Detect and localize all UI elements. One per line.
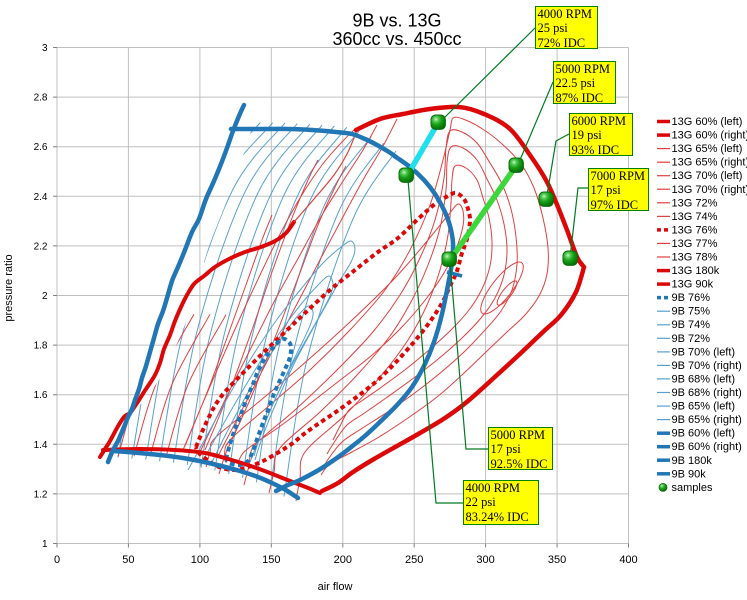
svg-text:9B 76%: 9B 76%: [672, 292, 711, 304]
svg-text:13G 65% (left): 13G 65% (left): [672, 143, 743, 155]
svg-text:9B 68% (left): 9B 68% (left): [672, 373, 736, 385]
svg-text:9B 68% (right): 9B 68% (right): [672, 387, 742, 399]
svg-text:13G 76%: 13G 76%: [672, 224, 718, 236]
svg-text:9B 180k: 9B 180k: [672, 455, 713, 467]
svg-text:13G 74%: 13G 74%: [672, 211, 718, 223]
svg-text:2.8: 2.8: [34, 93, 48, 104]
svg-text:360cc vs. 450cc: 360cc vs. 450cc: [332, 29, 461, 49]
svg-text:2: 2: [42, 291, 48, 302]
svg-text:13G 70% (right): 13G 70% (right): [672, 184, 747, 196]
svg-text:1.2: 1.2: [34, 489, 48, 500]
svg-text:13G 78%: 13G 78%: [672, 252, 718, 264]
svg-text:9B 74%: 9B 74%: [672, 319, 711, 331]
svg-text:9B vs. 13G: 9B vs. 13G: [352, 11, 441, 31]
svg-text:200: 200: [334, 554, 352, 566]
svg-text:150: 150: [262, 554, 280, 566]
svg-text:9B 65% (right): 9B 65% (right): [672, 414, 742, 426]
svg-text:13G 72%: 13G 72%: [672, 197, 718, 209]
svg-text:2.4: 2.4: [34, 192, 48, 203]
svg-text:100: 100: [191, 554, 209, 566]
svg-text:50: 50: [122, 554, 134, 566]
svg-text:2.2: 2.2: [34, 241, 48, 252]
svg-text:1.8: 1.8: [34, 341, 48, 352]
svg-text:9B 90k: 9B 90k: [672, 468, 707, 480]
svg-text:samples: samples: [672, 482, 713, 494]
svg-text:2.6: 2.6: [34, 142, 48, 153]
svg-text:1: 1: [42, 539, 48, 550]
svg-text:350: 350: [548, 554, 566, 566]
svg-text:300: 300: [476, 554, 494, 566]
svg-text:250: 250: [405, 554, 423, 566]
svg-text:13G 77%: 13G 77%: [672, 238, 718, 250]
svg-text:13G 70% (left): 13G 70% (left): [672, 170, 743, 182]
svg-text:air flow: air flow: [318, 581, 353, 593]
svg-text:9B 72%: 9B 72%: [672, 333, 711, 345]
svg-text:1.6: 1.6: [34, 390, 48, 401]
svg-text:pressure ratio: pressure ratio: [3, 254, 15, 321]
svg-text:9B 70% (left): 9B 70% (left): [672, 346, 736, 358]
svg-text:0: 0: [54, 554, 60, 566]
svg-text:13G 90k: 13G 90k: [672, 279, 714, 291]
svg-text:400: 400: [619, 554, 637, 566]
svg-text:13G 60% (left): 13G 60% (left): [672, 116, 743, 128]
svg-text:13G 180k: 13G 180k: [672, 265, 720, 277]
svg-text:9B 75%: 9B 75%: [672, 306, 711, 318]
svg-text:9B 60% (left): 9B 60% (left): [672, 428, 736, 440]
svg-text:9B 65% (left): 9B 65% (left): [672, 401, 736, 413]
svg-text:9B 60% (right): 9B 60% (right): [672, 441, 742, 453]
svg-text:13G 65% (right): 13G 65% (right): [672, 157, 747, 169]
svg-text:1.4: 1.4: [34, 440, 48, 451]
svg-text:3: 3: [42, 43, 48, 54]
svg-text:9B 70% (right): 9B 70% (right): [672, 360, 742, 372]
svg-text:13G 60% (right): 13G 60% (right): [672, 130, 747, 142]
